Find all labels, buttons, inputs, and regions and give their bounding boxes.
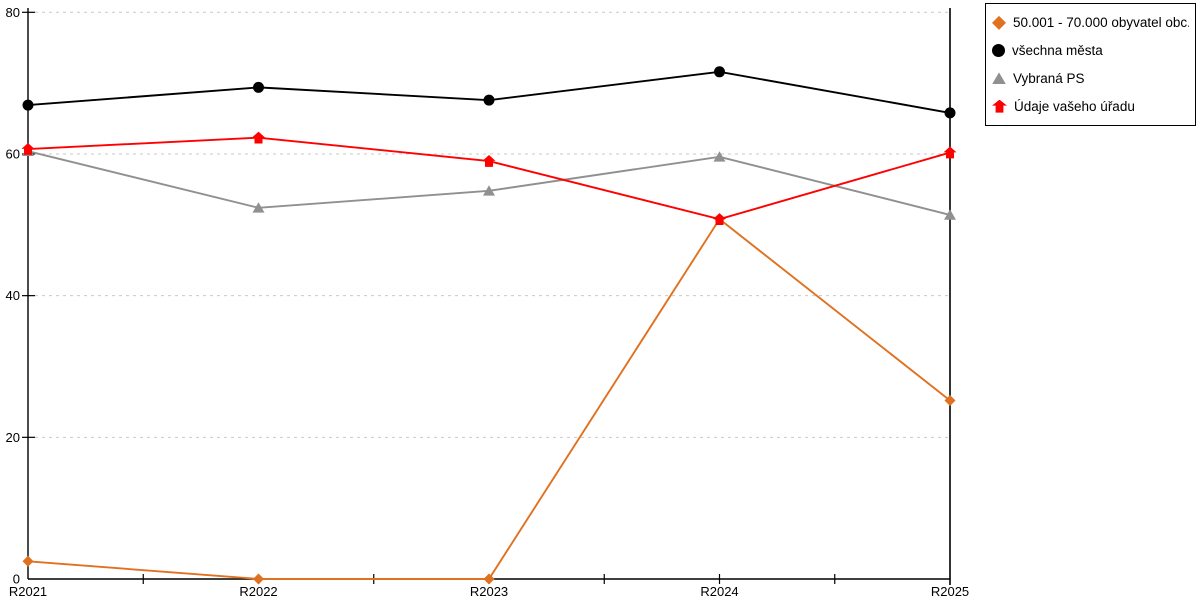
x-tick-label: R2024 [700,584,738,599]
legend-item-udaje-vaseho-uradu: Údaje vašeho úřadu [992,99,1189,114]
y-tick-label: 20 [6,430,20,445]
circle-marker-icon [483,94,495,106]
house-marker-icon [992,99,1007,113]
diamond-marker-icon [992,15,1006,30]
legend-label: Údaje vašeho úřadu [1014,98,1135,114]
x-tick-label: R2023 [470,584,508,599]
diamond-marker-icon [944,394,956,406]
diamond-marker-icon [253,573,264,585]
y-tick-label: 80 [6,5,20,20]
triangle-marker-icon [483,185,495,196]
x-tick-label: R2021 [9,584,47,599]
circle-marker-icon [714,66,725,78]
legend-item-obyvatel-50001-70000: 50.001 - 70.000 obyvatel obc... [992,15,1189,30]
circle-marker-icon [22,99,34,111]
legend-label: 50.001 - 70.000 obyvatel obc... [1013,15,1189,31]
house-marker-icon [482,155,496,167]
circle-marker-icon [253,81,264,93]
y-tick-label: 0 [13,572,20,587]
house-marker-icon [943,146,957,159]
series-line-circle [27,70,951,114]
house-marker-icon [21,143,35,155]
circle-marker-icon [944,107,956,119]
series-line-house [27,136,951,221]
y-tick-label: 40 [6,288,20,303]
house-marker-icon [713,213,726,225]
legend-label: všechna města [1012,43,1103,59]
x-tick-label: R2022 [239,584,277,599]
legend-item-vybrana-ps: Vybraná PS [992,71,1189,86]
series-line-diamond [27,217,951,580]
diamond-marker-icon [483,573,495,585]
triangle-marker-icon [713,151,726,162]
diamond-marker-icon [22,555,34,567]
triangle-marker-icon [992,72,1006,85]
legend-item-vsechna-mesta: všechna města [992,43,1189,58]
triangle-marker-icon [944,209,956,220]
x-tick-label: R2025 [931,584,969,599]
house-marker-icon [252,131,265,144]
triangle-marker-icon [252,202,265,213]
y-tick-label: 60 [6,146,20,161]
chart-legend: 50.001 - 70.000 obyvatel obc... všechna … [985,3,1196,126]
circle-marker-icon [992,44,1005,58]
legend-label: Vybraná PS [1013,70,1085,86]
